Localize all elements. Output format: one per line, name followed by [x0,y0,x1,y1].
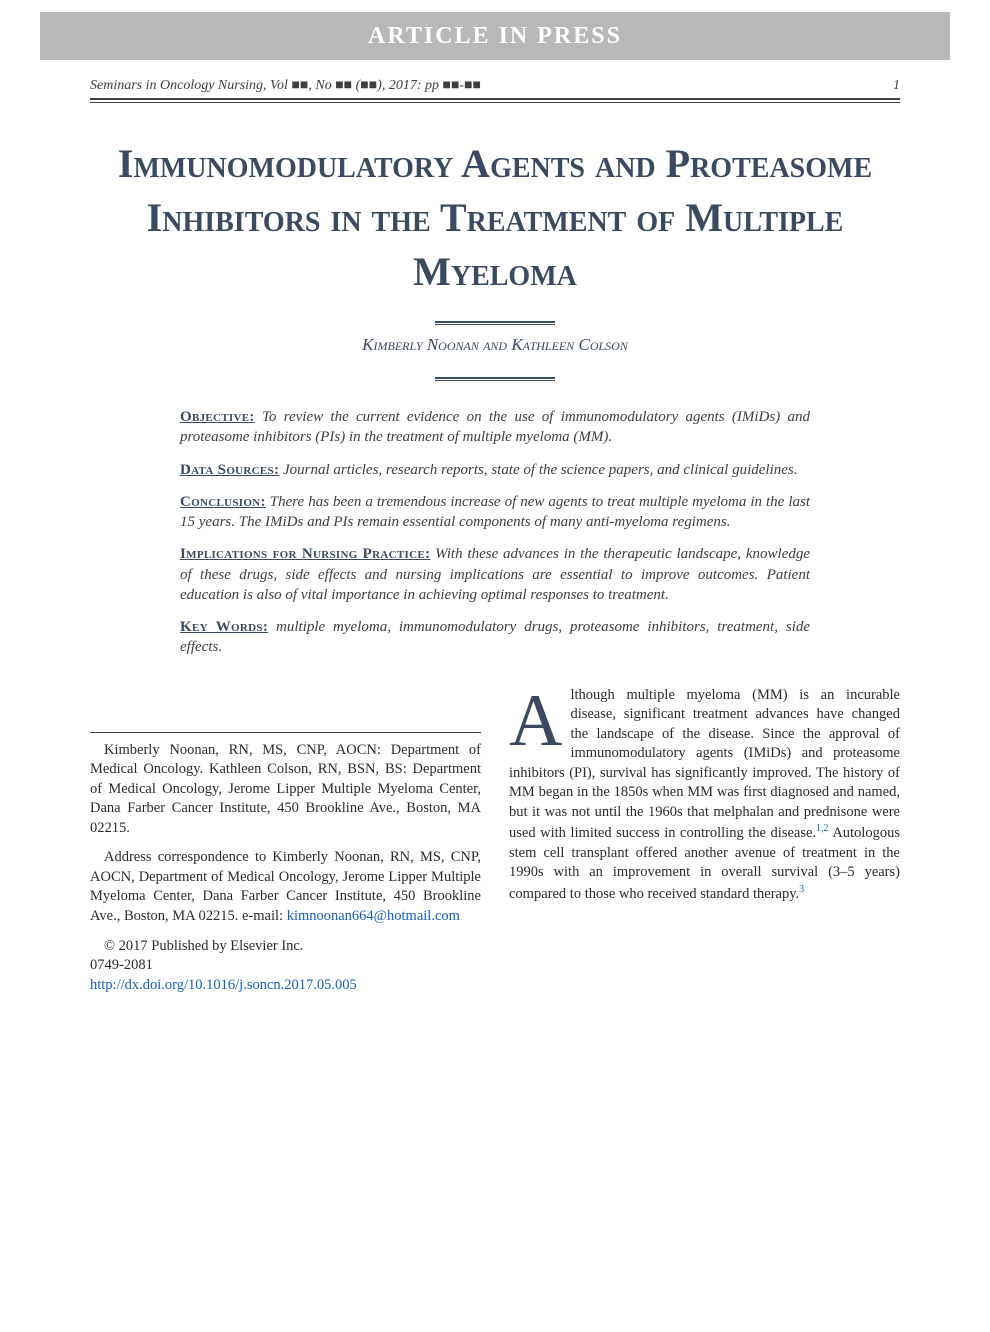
abstract-body: multiple myeloma, immunomodulatory drugs… [180,619,810,655]
header-rule [90,98,900,103]
banner-label: ARTICLE IN PRESS [368,23,622,50]
abstract-block: Objective: To review the current evidenc… [180,407,810,658]
abstract-objective: Objective: To review the current evidenc… [180,407,810,448]
abstract-conclusion: Conclusion: There has been a tremendous … [180,492,810,533]
abstract-body: There has been a tremendous increase of … [180,494,810,530]
abstract-head: Data Sources: [180,462,279,478]
abstract-head: Key Words: [180,619,268,635]
abstract-keywords: Key Words: multiple myeloma, immunomodul… [180,617,810,658]
abstract-head: Conclusion: [180,494,266,510]
author-rule-top [435,321,555,325]
dropcap: A [509,686,570,753]
copyright-line: © 2017 Published by Elsevier Inc. [90,937,481,957]
author-rule-bottom [435,377,555,381]
doi-link[interactable]: http://dx.doi.org/10.1016/j.soncn.2017.0… [90,976,481,996]
page-number: 1 [893,78,900,94]
article-title: Immunomodulatory Agents and Proteasome I… [90,137,900,299]
body-columns: Kimberly Noonan, RN, MS, CNP, AOCN: Depa… [90,686,900,996]
correspondence-email-link[interactable]: kimnoonan664@hotmail.com [287,908,460,924]
citation-ref[interactable]: 1,2 [816,823,829,834]
right-column: Although multiple myeloma (MM) is an inc… [509,686,900,996]
running-head: Seminars in Oncology Nursing, Vol ■■, No… [90,78,900,94]
abstract-implications: Implications for Nursing Practice: With … [180,544,810,605]
issn: 0749-2081 [90,956,481,976]
abstract-data-sources: Data Sources: Journal articles, research… [180,460,810,480]
left-column: Kimberly Noonan, RN, MS, CNP, AOCN: Depa… [90,686,481,996]
article-in-press-banner: ARTICLE IN PRESS [40,12,950,60]
citation-ref[interactable]: 3 [799,884,804,895]
abstract-body: Journal articles, research reports, stat… [283,462,798,478]
authors: Kimberly Noonan and Kathleen Colson [90,335,900,355]
body-paragraph: Although multiple myeloma (MM) is an inc… [509,686,900,905]
author-affiliations: Kimberly Noonan, RN, MS, CNP, AOCN: Depa… [90,741,481,839]
abstract-head: Implications for Nursing Practice: [180,546,430,562]
abstract-body: To review the current evidence on the us… [180,409,810,445]
abstract-head: Objective: [180,409,255,425]
correspondence: Address correspondence to Kimberly Noona… [90,848,481,926]
affiliation-rule [90,732,481,733]
journal-citation: Seminars in Oncology Nursing, Vol ■■, No… [90,78,481,94]
